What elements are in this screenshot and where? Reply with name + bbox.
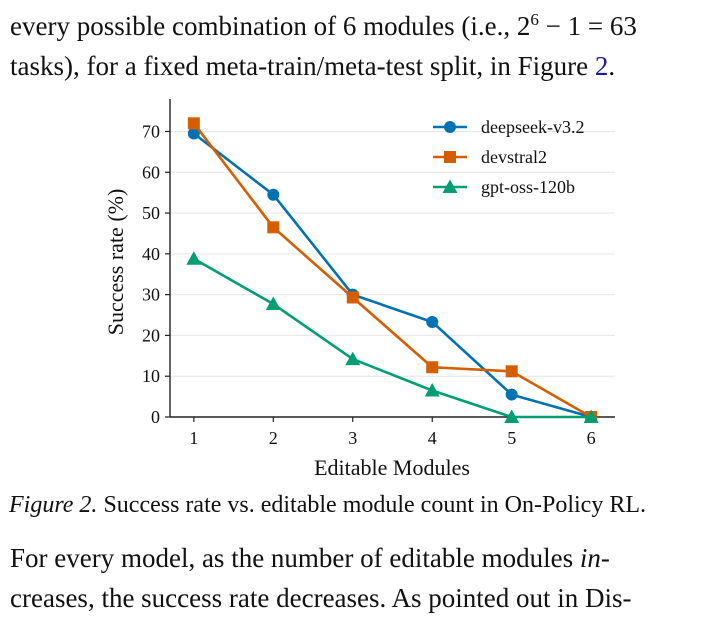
legend: deepseek-v3.2 devstral2 gpt-oss-120b	[433, 117, 584, 197]
y-tick-label: 20	[142, 325, 160, 345]
y-tick-label: 70	[142, 121, 160, 141]
x-axis-label: Editable Modules	[314, 455, 470, 480]
y-tick-label: 50	[142, 203, 160, 223]
superscript: 6	[530, 10, 539, 29]
data-point	[267, 188, 280, 201]
paragraph-bottom: For every model, as the number of editab…	[10, 538, 715, 618]
text-segment-italic: in-	[579, 543, 610, 573]
data-point	[265, 296, 281, 311]
data-point	[345, 351, 361, 366]
data-point	[186, 251, 202, 265]
x-tick-label: 5	[507, 428, 516, 448]
paragraph-top-line-1: every possible combination of 6 modules …	[10, 0, 715, 46]
paragraph-bottom-line-2: creases, the success rate decreases. As …	[10, 583, 632, 613]
series-line-gpt-oss-120b	[193, 257, 592, 419]
legend-marker	[444, 151, 456, 163]
text-segment: − 1 = 63	[538, 11, 637, 41]
data-point	[187, 127, 200, 140]
data-point	[426, 315, 439, 328]
data-point	[187, 117, 200, 130]
series-line-deepseek-v3.2	[193, 132, 592, 419]
data-point	[505, 365, 518, 378]
caption-label: Figure 2.	[9, 492, 98, 518]
data-point	[267, 221, 280, 234]
x-tick-label: 2	[269, 428, 278, 448]
y-tick-label: 30	[142, 285, 160, 305]
data-point	[505, 388, 518, 401]
y-tick-label: 60	[142, 162, 160, 182]
paragraph-bottom-line-1: For every model, as the number of editab…	[10, 538, 715, 578]
axes: 0 10 20 30 40 50 60 70 1 2 3 4 5 6	[142, 99, 615, 448]
line-chart: 0 10 20 30 40 50 60 70 1 2 3 4 5 6 deepseek-v3.2 devst…	[103, 99, 615, 480]
text-segment: tasks), for a fixed meta-train/meta-test…	[10, 51, 595, 81]
figure-reference-link[interactable]: 2	[594, 51, 609, 81]
data-point	[424, 382, 440, 397]
text-segment: .	[608, 51, 616, 81]
y-tick-label: 40	[142, 244, 160, 264]
series-layer	[186, 117, 599, 423]
data-point	[583, 409, 599, 423]
legend-marker	[444, 121, 456, 133]
legend-label: devstral2	[481, 147, 547, 167]
figure-caption: Figure 2. Success rate vs. editable modu…	[9, 492, 646, 519]
text-segment: every possible combination of 6 modules …	[10, 11, 531, 41]
x-tick-label: 4	[428, 428, 437, 448]
series-line-devstral2	[192, 122, 592, 419]
data-point	[426, 361, 439, 374]
x-tick-label: 6	[587, 428, 596, 448]
paragraph-top: every possible combination of 6 modules …	[10, 0, 715, 86]
caption-text: Success rate vs. editable module count i…	[103, 492, 646, 518]
x-tick-label: 1	[189, 428, 198, 448]
legend-label: deepseek-v3.2	[481, 117, 584, 137]
legend-marker	[442, 179, 458, 193]
y-tick-label: 10	[142, 366, 160, 386]
y-axis-label: Success rate (%)	[103, 189, 128, 336]
legend-label: gpt-oss-120b	[481, 177, 575, 197]
paragraph-top-line-2: tasks), for a fixed meta-train/meta-test…	[10, 46, 715, 86]
text-segment: For every model, as the number of editab…	[10, 543, 580, 573]
data-point	[346, 291, 359, 304]
data-point	[504, 409, 520, 423]
x-tick-label: 3	[348, 428, 357, 448]
y-tick-label: 0	[151, 407, 160, 427]
